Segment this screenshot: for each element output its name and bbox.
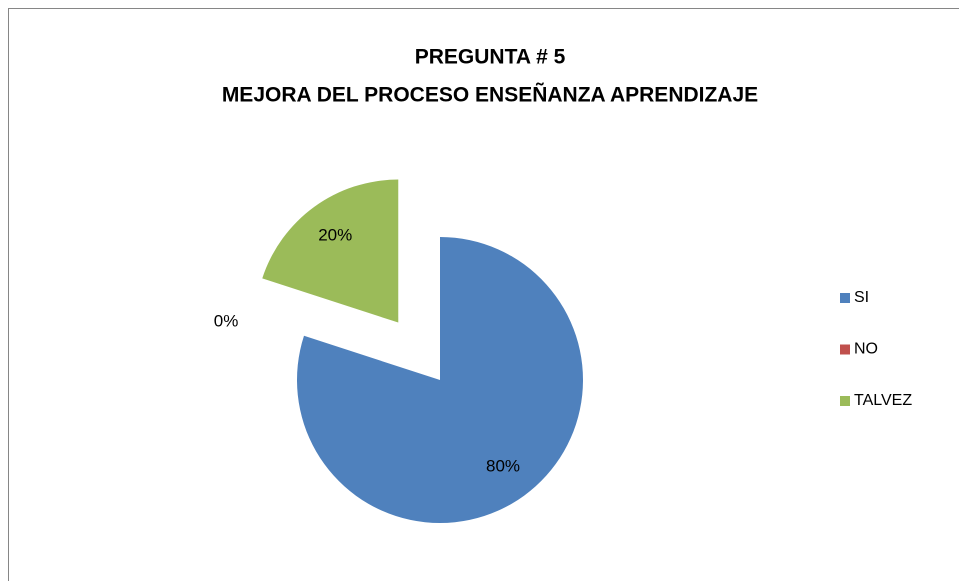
legend-swatch bbox=[840, 396, 850, 406]
data-label: 80% bbox=[486, 456, 520, 475]
legend-label: NO bbox=[854, 341, 878, 358]
legend-swatch bbox=[840, 293, 850, 303]
data-label: 20% bbox=[318, 225, 352, 244]
chart-title: PREGUNTA # 5 bbox=[415, 46, 566, 69]
data-label: 0% bbox=[214, 312, 239, 331]
legend-swatch bbox=[840, 344, 850, 355]
chart-subtitle: MEJORA DEL PROCESO ENSEÑANZA APRENDIZAJE bbox=[222, 84, 758, 107]
pie-slice bbox=[297, 237, 584, 523]
pie-slice bbox=[262, 179, 399, 323]
legend-label: TALVEZ bbox=[854, 392, 912, 409]
legend-label: SI bbox=[854, 289, 869, 306]
